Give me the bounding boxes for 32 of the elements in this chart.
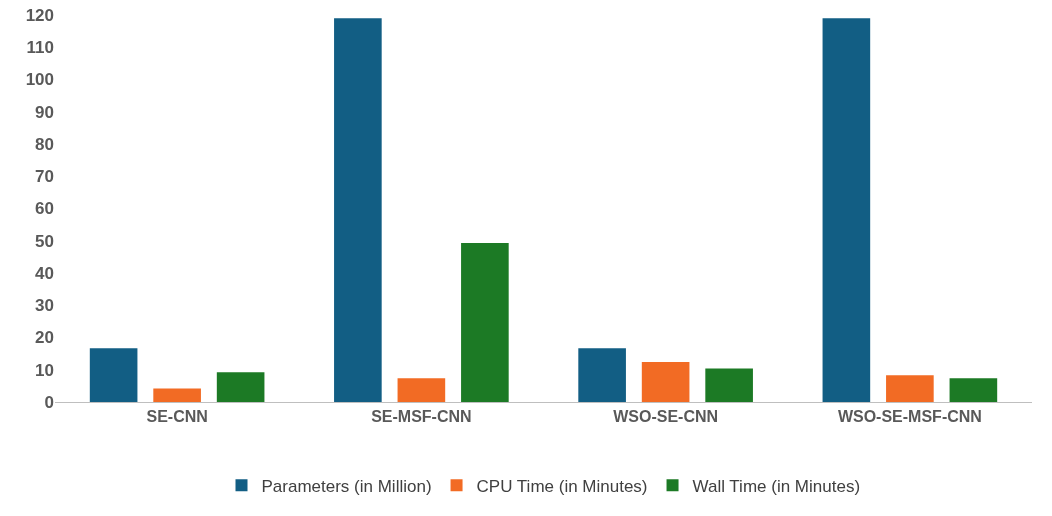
bar (822, 18, 871, 402)
bar (641, 362, 690, 402)
y-tick-label: 30 (35, 296, 54, 316)
bar (578, 348, 626, 402)
bar (397, 378, 446, 402)
legend-label: CPU Time (in Minutes) (476, 476, 648, 496)
y-tick-label: 120 (25, 5, 54, 25)
y-tick-label: 10 (35, 360, 54, 380)
y-tick-label: 60 (35, 199, 54, 219)
y-tick-label: 0 (44, 392, 54, 412)
x-tick-label: SE-MSF-CNN (371, 408, 472, 426)
y-tick-label: 110 (26, 38, 54, 58)
x-tick-label: WSO-SE-CNN (613, 408, 719, 426)
y-tick-label: 70 (35, 167, 54, 187)
bar (949, 378, 998, 402)
bar (153, 388, 201, 402)
bar (886, 375, 934, 402)
x-tick-label: WSO-SE-MSF-CNN (837, 408, 982, 426)
y-tick-label: 40 (35, 263, 54, 283)
bar (89, 348, 138, 402)
bar (216, 372, 265, 402)
bar (461, 243, 509, 402)
bar (705, 368, 753, 402)
legend-label: Parameters (in Million) (261, 476, 432, 496)
y-tick-label: 90 (35, 102, 54, 122)
y-tick-label: 80 (35, 134, 54, 154)
legend-label: Wall Time (in Minutes) (692, 476, 861, 496)
y-tick-label: 100 (25, 70, 54, 90)
y-tick-label: 20 (35, 328, 54, 348)
bar (334, 18, 382, 402)
y-tick-label: 50 (35, 231, 54, 251)
x-tick-label: SE-CNN (146, 408, 208, 426)
